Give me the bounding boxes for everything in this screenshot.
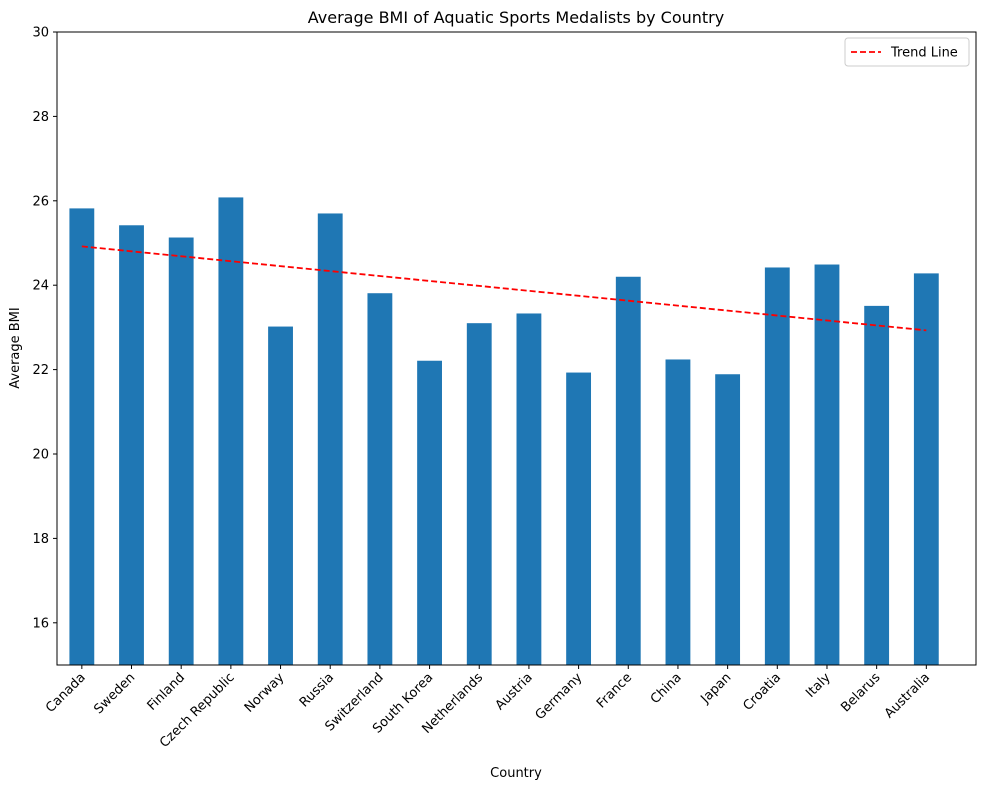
y-tick-label: 22 xyxy=(32,363,49,378)
trend-line-group xyxy=(81,245,927,332)
bars-group xyxy=(69,197,939,665)
bar-switzerland xyxy=(367,293,393,665)
bar-belarus xyxy=(864,305,890,665)
x-tick-label: Austria xyxy=(493,670,536,713)
y-tick-label: 18 xyxy=(32,532,49,547)
bar-australia xyxy=(913,273,939,665)
bar-austria xyxy=(516,313,542,665)
y-axis-label: Average BMI xyxy=(8,307,23,389)
x-tick-label: Croatia xyxy=(740,670,784,714)
legend: Trend Line xyxy=(844,37,970,67)
x-tick-label: France xyxy=(594,670,635,711)
bar-france xyxy=(615,276,641,665)
legend-trend-label: Trend Line xyxy=(890,46,958,61)
bar-russia xyxy=(317,213,343,665)
bar-finland xyxy=(168,237,194,665)
bar-norway xyxy=(268,326,293,665)
y-tick-label: 28 xyxy=(32,110,49,125)
x-tick-label: China xyxy=(648,670,685,707)
y-tick-label: 30 xyxy=(32,26,49,41)
x-tick-label: Finland xyxy=(145,670,188,713)
x-tick-label: Germany xyxy=(533,670,586,723)
x-tick-label: Australia xyxy=(882,670,933,721)
plot-frame xyxy=(56,31,977,666)
bar-china xyxy=(665,359,691,665)
y-tick-label: 24 xyxy=(32,279,49,294)
x-tick-label: Italy xyxy=(803,670,834,701)
bar-sweden xyxy=(119,225,144,665)
legend-box xyxy=(844,37,970,67)
chart-title: Average BMI of Aquatic Sports Medalists … xyxy=(308,8,724,27)
bar-netherlands xyxy=(466,323,492,665)
x-tick-label: Canada xyxy=(43,670,89,716)
y-tick-label: 26 xyxy=(32,194,49,209)
x-tick-label: Sweden xyxy=(91,670,138,717)
x-tick-label: Japan xyxy=(697,670,734,707)
bar-germany xyxy=(566,372,592,665)
bar-croatia xyxy=(764,267,790,665)
x-axis-label: Country xyxy=(490,766,542,781)
bar-czech-republic xyxy=(218,197,244,665)
y-tick-label: 20 xyxy=(32,448,49,463)
y-tick-label: 16 xyxy=(32,616,49,631)
x-tick-label: Russia xyxy=(297,670,337,710)
trend-line xyxy=(81,245,927,332)
x-tick-label: Belarus xyxy=(838,670,883,715)
x-tick-label: Norway xyxy=(242,670,288,716)
bar-canada xyxy=(69,208,95,665)
bar-japan xyxy=(715,374,741,665)
bar-italy xyxy=(814,264,840,665)
bar-south-korea xyxy=(417,360,442,665)
y-axis: 16 18 20 22 24 26 28 30 xyxy=(32,26,57,631)
